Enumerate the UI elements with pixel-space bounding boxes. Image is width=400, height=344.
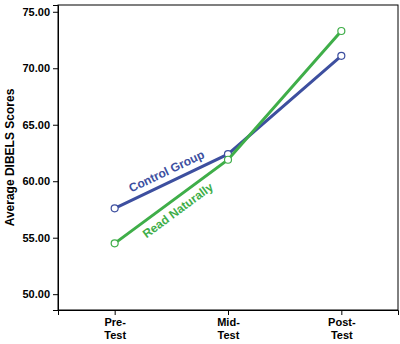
y-tick: 50.00 xyxy=(22,288,58,300)
y-tick-label: 70.00 xyxy=(22,62,50,74)
x-tick-mark xyxy=(228,310,229,315)
series-line xyxy=(115,56,342,209)
marker xyxy=(111,205,118,212)
series-labels: Control GroupRead Naturally xyxy=(127,147,217,241)
x-tick-label: Post-Test xyxy=(328,316,356,341)
x-tick: Pre-Test xyxy=(104,310,126,341)
y-tick-mark xyxy=(53,12,58,13)
x-tick-mark xyxy=(115,310,116,315)
y-tick-mark xyxy=(53,181,58,182)
chart: 50.00 55.00 60.00 65.00 70.00 75.00 Pre-Test Mi… xyxy=(0,0,400,344)
y-axis-line xyxy=(53,6,59,311)
x-tick-mark xyxy=(341,310,342,315)
y-tick: 55.00 xyxy=(22,232,58,244)
marks xyxy=(111,27,345,246)
marker xyxy=(338,52,345,59)
series-label: Read Naturally xyxy=(140,180,216,241)
plot-frame xyxy=(58,5,398,310)
x-tick: Mid-Test xyxy=(217,310,240,341)
y-tick: 60.00 xyxy=(22,175,58,187)
x-tick: Post-Test xyxy=(328,310,356,341)
y-tick-label: 55.00 xyxy=(22,232,50,244)
plot: 50.00 55.00 60.00 65.00 70.00 75.00 Pre-Test Mi… xyxy=(22,5,398,341)
series-line xyxy=(115,31,342,243)
y-axis-title: Average DIBELS Scores xyxy=(3,88,17,226)
y-tick-mark xyxy=(53,68,58,69)
y-tick: 70.00 xyxy=(22,62,58,74)
series-label: Control Group xyxy=(127,147,207,195)
y-tick-label: 60.00 xyxy=(22,175,50,187)
y-tick: 75.00 xyxy=(22,6,58,18)
y-tick-label: 65.00 xyxy=(22,119,50,131)
y-tick: 65.00 xyxy=(22,119,58,131)
marker xyxy=(338,27,345,34)
x-tick-label: Mid-Test xyxy=(217,316,240,341)
marker xyxy=(111,240,118,247)
y-axis: 50.00 55.00 60.00 65.00 70.00 75.00 xyxy=(22,6,58,311)
x-axis: Pre-Test Mid-Test Post-Test xyxy=(59,310,399,341)
y-tick-mark xyxy=(53,294,58,295)
x-tick-label: Pre-Test xyxy=(104,316,126,341)
y-tick-mark xyxy=(53,125,58,126)
y-tick-label: 75.00 xyxy=(22,6,50,18)
x-axis-line xyxy=(59,311,399,316)
marker xyxy=(225,156,232,163)
y-tick-mark xyxy=(53,238,58,239)
y-tick-label: 50.00 xyxy=(22,288,50,300)
